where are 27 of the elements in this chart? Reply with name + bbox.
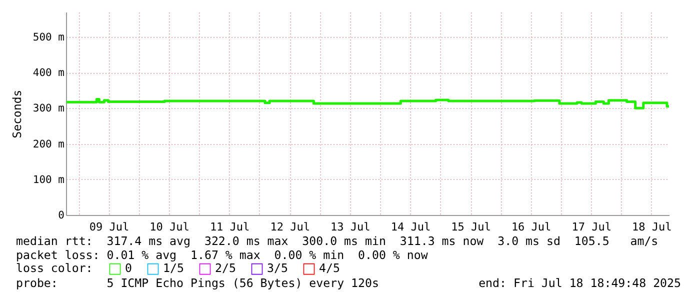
x-tick-label: 12 Jul [270, 220, 310, 234]
y-axis-title: Seconds [10, 90, 24, 138]
x-tick-label: 10 Jul [150, 220, 190, 234]
x-tick-label: 15 Jul [451, 220, 491, 234]
x-tick-label: 09 Jul [89, 220, 130, 234]
legend-label: 2/5 [215, 261, 236, 276]
y-tick-label: 200 m [32, 138, 64, 150]
text: packet loss: 0.01 % avg 1.67 % max 0.00 % min 0.00 % now [16, 248, 428, 262]
legend-title: loss color: [16, 261, 93, 275]
legend-label: 1/5 [163, 261, 184, 276]
x-tick-label: 11 Jul [210, 220, 250, 234]
legend-label: 4/5 [319, 261, 340, 276]
legend-label: 0 [125, 261, 132, 276]
y-tick-label: 400 m [32, 67, 64, 80]
y-tick-label: 300 m [32, 102, 64, 115]
y-tick-label: 100 m [32, 174, 64, 186]
x-tick-label: 14 Jul [390, 220, 431, 234]
x-tick-label: 16 Jul [511, 220, 552, 234]
legend-label: 3/5 [267, 261, 288, 276]
x-tick-label: 17 Jul [572, 220, 612, 234]
text: probe: 5 ICMP Echo Pings (56 Bytes) every 120s [16, 276, 379, 290]
y-tick-label: 500 m [32, 31, 64, 44]
x-tick-label: 13 Jul [330, 220, 370, 234]
text: end: Fri Jul 18 18:49:48 2025 [478, 276, 681, 290]
text: median rtt: 317.4 ms avg 322.0 ms max 300.0 ms min 311.3 ms now 3.0 ms sd 105.5 am/s [16, 234, 658, 248]
y-tick-label: 0 [58, 210, 64, 222]
x-tick-label: 18 Jul [632, 220, 672, 234]
